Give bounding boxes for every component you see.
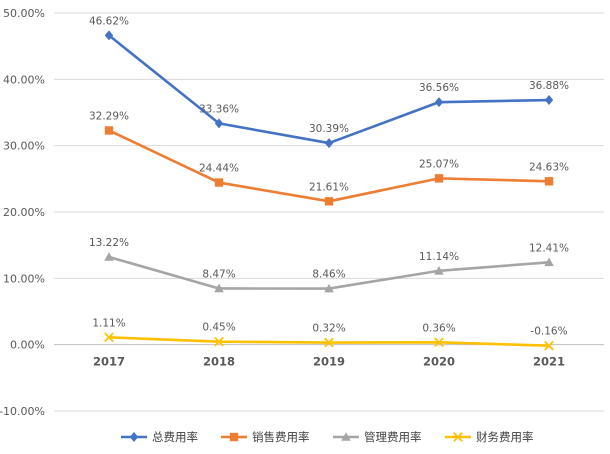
legend-swatch-marker [229, 432, 239, 442]
data-point-marker [214, 336, 224, 347]
data-label: 0.45% [202, 322, 235, 334]
data-label: 12.41% [529, 242, 569, 254]
legend-swatch-marker [341, 432, 351, 441]
data-point-marker [434, 174, 444, 183]
data-label: 33.36% [199, 103, 239, 115]
data-point-marker [104, 126, 114, 135]
y-tick-label: 0.00% [10, 339, 45, 352]
data-label: 8.47% [202, 268, 235, 280]
legend: 总费用率 销售费用率 管理费用率 财务费用率 [121, 430, 534, 444]
data-label: 24.44% [199, 163, 239, 175]
data-labels: 46.62% 33.36% 30.39% 36.56% 36.88% 32.29% 24.4… [89, 15, 569, 337]
data-point-marker [324, 197, 334, 206]
data-label: 30.39% [309, 123, 349, 135]
legend-swatch-marker [453, 432, 463, 442]
data-point-marker [214, 118, 224, 129]
y-tick-label: 10.00% [3, 272, 45, 285]
data-point-marker [104, 252, 114, 261]
legend-label: 销售费用率 [252, 430, 310, 444]
data-point-marker [434, 97, 444, 108]
data-label: 36.56% [419, 82, 459, 94]
legend-item: 销售费用率 [221, 430, 310, 444]
data-point-marker [104, 30, 114, 41]
data-label: 0.36% [422, 322, 455, 334]
data-point-marker [324, 138, 334, 149]
data-point-marker [544, 177, 554, 186]
data-label: 13.22% [89, 237, 129, 249]
data-point-marker [434, 337, 444, 348]
data-point-marker [104, 332, 114, 343]
legend-swatch-marker [129, 432, 139, 442]
data-label: 21.61% [309, 181, 349, 193]
x-tick-label: 2020 [423, 355, 455, 369]
data-label: 25.07% [419, 158, 459, 170]
y-tick-label: 30.00% [3, 140, 45, 153]
data-point-marker [544, 257, 554, 267]
legend-label: 管理费用率 [364, 430, 422, 444]
data-point-marker [544, 340, 554, 351]
y-tick-label: 50.00% [3, 7, 45, 20]
data-point-marker [544, 95, 554, 106]
data-point-marker [324, 283, 334, 293]
y-axis: -10.00% 0.00% 10.00% 20.00% 30.00% 40.00% 50.0… [0, 7, 45, 418]
data-label: 24.63% [529, 161, 569, 173]
legend-item: 总费用率 [121, 430, 198, 444]
x-axis: 2017 2018 2019 2020 2021 [93, 355, 565, 369]
data-label: 8.46% [312, 269, 345, 281]
x-tick-label: 2017 [93, 355, 125, 369]
data-point-marker [324, 337, 334, 348]
gridlines [54, 12, 604, 412]
x-tick-label: 2021 [533, 355, 565, 369]
data-point-marker [214, 178, 224, 187]
y-tick-label: 40.00% [3, 73, 45, 86]
data-label: 46.62% [89, 15, 129, 27]
series-lines [104, 30, 554, 351]
y-tick-label: -10.00% [0, 405, 45, 418]
legend-item: 财务费用率 [445, 430, 534, 444]
y-tick-label: 20.00% [3, 206, 45, 219]
data-label: 0.32% [312, 323, 345, 335]
legend-label: 总费用率 [152, 430, 198, 444]
data-label: 36.88% [529, 80, 569, 92]
legend-item: 管理费用率 [333, 430, 422, 444]
data-point-marker [214, 283, 224, 293]
data-label: 11.14% [419, 251, 459, 263]
legend-label: 财务费用率 [476, 430, 534, 444]
data-label: 32.29% [89, 110, 129, 122]
x-tick-label: 2019 [313, 355, 345, 369]
data-label: -0.16% [530, 326, 567, 338]
data-point-marker [434, 265, 444, 275]
x-tick-label: 2018 [203, 355, 235, 369]
data-label: 1.11% [92, 317, 125, 329]
